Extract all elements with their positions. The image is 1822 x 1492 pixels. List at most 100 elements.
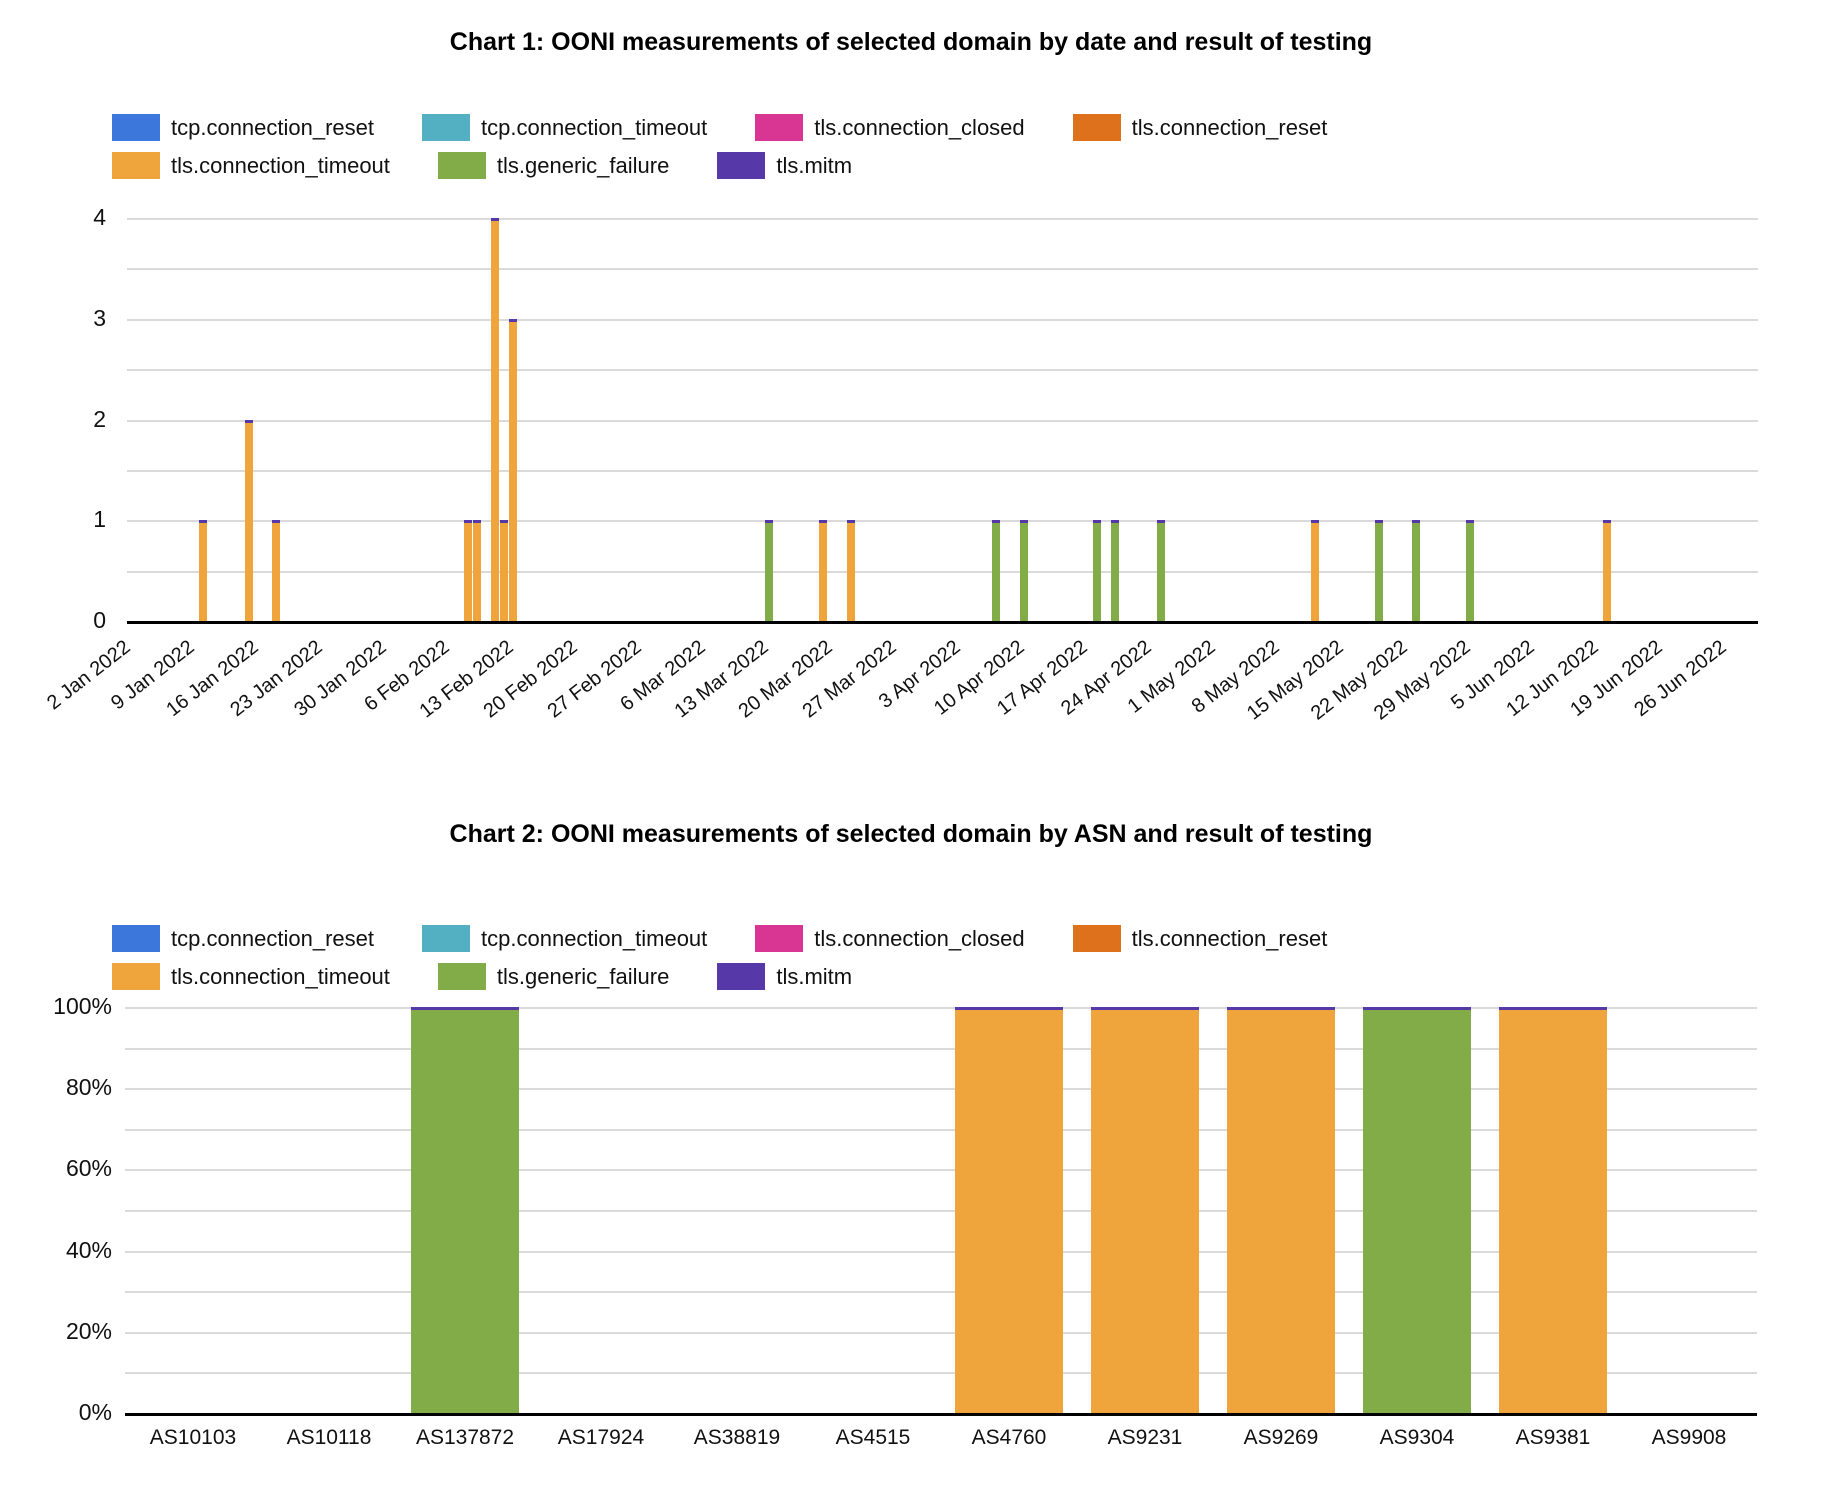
gridline xyxy=(127,369,1758,372)
gridline xyxy=(127,469,1758,472)
gridline xyxy=(125,1331,1757,1334)
gridline xyxy=(127,268,1758,271)
bar-2022-02-09[interactable] xyxy=(463,520,472,621)
y-axis-label: 20% xyxy=(65,1317,112,1344)
bar-2022-01-16[interactable] xyxy=(245,419,253,621)
bar-2022-04-19[interactable] xyxy=(1092,520,1101,621)
bar-2022-05-20[interactable] xyxy=(1375,520,1384,621)
gridline xyxy=(125,1250,1757,1253)
legend-item-tls.connection_timeout: tls.connection_timeout xyxy=(112,963,390,990)
chart2-legend: tcp.connection_reset tcp.connection_timeo… xyxy=(112,925,1492,990)
bar-AS4760[interactable] xyxy=(955,1007,1063,1413)
legend-item-label: tls.connection_closed xyxy=(814,114,1025,140)
bar-cap xyxy=(1092,520,1101,524)
x-axis-label: AS38819 xyxy=(693,1426,781,1449)
legend-item-label: tls.generic_failure xyxy=(496,152,670,178)
bar-2022-05-13[interactable] xyxy=(1311,520,1320,621)
bar-cap xyxy=(1110,520,1119,524)
bar-cap xyxy=(411,1007,519,1010)
bar-2022-04-08[interactable] xyxy=(992,520,1001,621)
legend-swatch-icon xyxy=(437,963,486,990)
bar-cap xyxy=(509,318,518,322)
legend-item-label: tls.connection_timeout xyxy=(171,152,390,178)
legend-swatch-icon xyxy=(422,114,471,141)
legend-item-label: tls.connection_timeout xyxy=(171,963,390,989)
legend-item-label: tls.connection_reset xyxy=(1131,114,1328,140)
legend-swatch-icon xyxy=(112,152,160,179)
y-axis-label: 1 xyxy=(93,506,106,533)
y-axis-label: 100% xyxy=(53,993,112,1019)
bar-2022-01-19[interactable] xyxy=(272,520,281,621)
legend-item-tls.connection_closed: tls.connection_closed xyxy=(755,114,1025,141)
bar-2022-03-23[interactable] xyxy=(846,520,855,621)
legend-swatch-icon xyxy=(1072,114,1121,141)
bar-cap xyxy=(491,218,500,221)
bar-2022-02-12[interactable] xyxy=(491,218,500,621)
bar-cap xyxy=(764,520,773,524)
x-axis-line xyxy=(125,1413,1757,1416)
bar-cap xyxy=(1499,1007,1607,1010)
bar-AS9269[interactable] xyxy=(1227,1007,1335,1413)
bar-cap xyxy=(846,520,855,524)
bar-AS9381[interactable] xyxy=(1499,1007,1607,1413)
legend-item-label: tls.mitm xyxy=(776,152,853,178)
legend-item-tcp.connection_timeout: tcp.connection_timeout xyxy=(422,925,707,952)
gridline xyxy=(127,570,1758,573)
legend-item-tcp.connection_timeout: tcp.connection_timeout xyxy=(422,114,707,141)
bar-cap xyxy=(1019,520,1028,524)
bar-cap xyxy=(1375,520,1384,524)
x-axis-label: AS9231 xyxy=(1107,1426,1183,1449)
y-axis-label: 3 xyxy=(93,304,106,331)
bar-2022-06-14[interactable] xyxy=(1603,520,1612,621)
x-axis-label: AS9908 xyxy=(1651,1426,1727,1449)
bar-2022-05-24[interactable] xyxy=(1411,520,1420,621)
legend-item-label: tls.connection_reset xyxy=(1131,925,1328,951)
bar-2022-02-14[interactable] xyxy=(509,318,518,621)
legend-item-label: tls.connection_closed xyxy=(814,925,1025,951)
bar-2022-02-10[interactable] xyxy=(472,520,481,621)
bar-AS9304[interactable] xyxy=(1363,1007,1471,1413)
legend-item-label: tcp.connection_timeout xyxy=(481,114,708,140)
bar-cap xyxy=(955,1007,1063,1010)
bar-AS9231[interactable] xyxy=(1091,1007,1199,1413)
bar-cap xyxy=(245,419,253,423)
bar-2022-03-14[interactable] xyxy=(764,520,773,621)
legend-item-label: tcp.connection_reset xyxy=(171,114,375,140)
legend-swatch-icon xyxy=(112,114,160,141)
gridline xyxy=(125,1291,1757,1294)
y-axis-label: 60% xyxy=(65,1155,112,1182)
y-axis-label: 0% xyxy=(78,1399,112,1425)
chart1-legend: tcp.connection_reset tcp.connection_timeo… xyxy=(112,114,1492,179)
legend-swatch-icon xyxy=(1072,925,1121,952)
x-axis-label: AS17924 xyxy=(557,1426,645,1449)
legend-item-tls.mitm: tls.mitm xyxy=(717,963,852,990)
bar-cap xyxy=(1091,1007,1199,1010)
legend-item-tls.generic_failure: tls.generic_failure xyxy=(437,152,670,179)
bar-cap xyxy=(199,520,208,524)
bar-cap xyxy=(1311,520,1320,524)
bar-2022-02-13[interactable] xyxy=(500,520,509,621)
x-axis-label: AS9269 xyxy=(1243,1426,1319,1449)
bar-AS137872[interactable] xyxy=(411,1007,519,1413)
y-axis-label: 2 xyxy=(93,405,106,432)
x-axis-label: AS9381 xyxy=(1515,1426,1591,1449)
legend-swatch-icon xyxy=(112,963,160,990)
bar-cap xyxy=(1363,1007,1471,1010)
gridline xyxy=(125,1088,1757,1091)
bar-2022-04-21[interactable] xyxy=(1110,520,1119,621)
bar-cap xyxy=(472,520,481,524)
gridline xyxy=(125,1169,1757,1172)
y-axis-label: 40% xyxy=(65,1236,112,1263)
bar-2022-03-20[interactable] xyxy=(819,520,828,621)
bar-cap xyxy=(992,520,1001,524)
x-axis-label: AS4760 xyxy=(971,1426,1047,1449)
bar-cap xyxy=(1227,1007,1335,1010)
bar-2022-01-11[interactable] xyxy=(199,520,208,621)
bar-2022-05-30[interactable] xyxy=(1466,520,1475,621)
legend-swatch-icon xyxy=(112,925,160,952)
bar-2022-04-11[interactable] xyxy=(1019,520,1028,621)
bar-cap xyxy=(819,520,828,524)
bar-2022-04-26[interactable] xyxy=(1156,520,1165,621)
legend-swatch-icon xyxy=(422,925,471,952)
